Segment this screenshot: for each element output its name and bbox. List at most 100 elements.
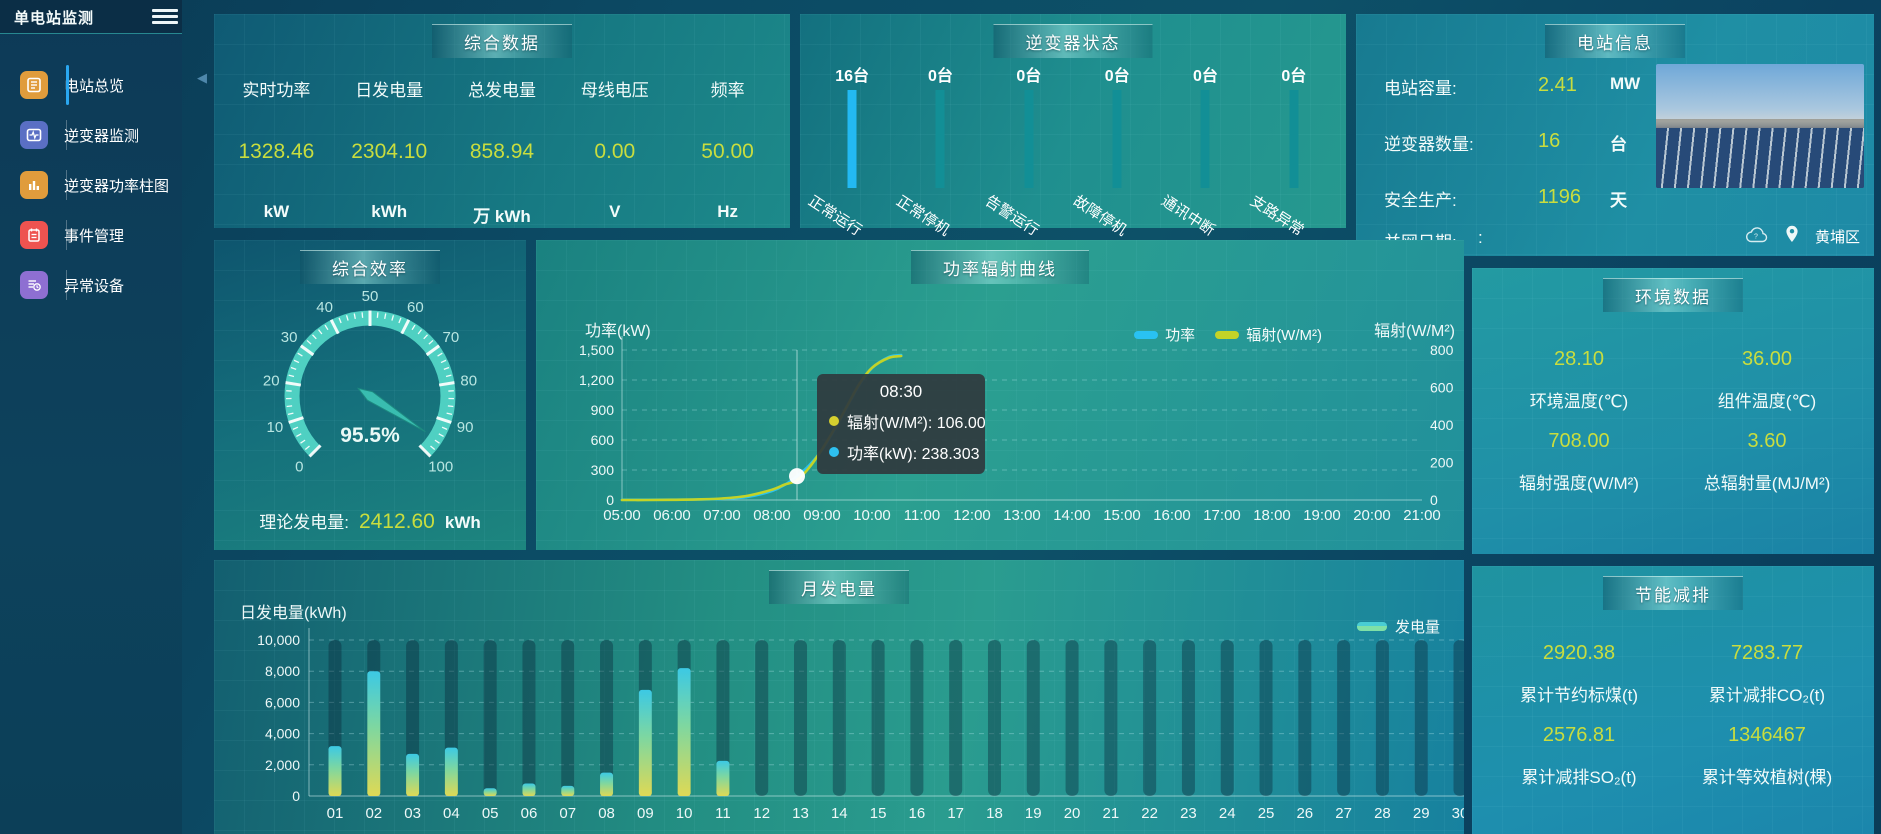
svg-text:09:00: 09:00: [803, 507, 841, 524]
sidebar-collapse-icon[interactable]: ◀: [197, 70, 207, 85]
panel-station-info: 电站信息 电站容量: 2.41 MW 逆变器数量: 16 台 安全生产: 119…: [1356, 14, 1874, 256]
svg-text:2,000: 2,000: [265, 757, 300, 773]
metric-value: 2304.10: [351, 140, 428, 163]
svg-text:4,000: 4,000: [265, 726, 300, 742]
svg-text:18: 18: [986, 805, 1003, 822]
panel-title: 环境数据: [1603, 278, 1743, 312]
sidebar-item-inverter-power-bars[interactable]: 逆变器功率柱图: [0, 160, 182, 210]
weather-icon[interactable]: ?: [1745, 226, 1769, 248]
sidebar-item-label: 逆变器监测: [64, 127, 140, 145]
bar-chart-legend[interactable]: 发电量: [1356, 616, 1440, 637]
svg-text:辐射(W/M²): 辐射(W/M²): [1374, 322, 1455, 340]
sidebar-item-abnormal-devices[interactable]: 异常设备: [0, 260, 182, 310]
svg-text:日发电量(kWh): 日发电量(kWh): [240, 604, 347, 622]
svg-text:17: 17: [947, 805, 964, 822]
theoretical-energy-row: 理论发电量: 2412.60 kWh: [259, 510, 481, 533]
location-pin-icon[interactable]: [1785, 225, 1799, 248]
efficiency-gauge-chart[interactable]: 0 10 20 30 40 50 60 70 80 90 100 95.5%: [245, 278, 495, 502]
monthly-generation-chart[interactable]: 0 2,000 4,000 6,000 8,000 10,000 日发电量(kWh) 01 02…: [214, 560, 1464, 834]
power-radiation-chart[interactable]: 0 300 600 900 1,200 1,500 0 200 400 600 800 05:00 06…: [536, 240, 1464, 550]
panel-power-radiation: 功率辐射曲线 功率 辐射(W/M²) 0 300 600 900 1,200 1,500 0…: [536, 240, 1464, 550]
svg-text:05:00: 05:00: [603, 507, 641, 524]
svg-text:800: 800: [1430, 342, 1454, 358]
svg-text:24: 24: [1219, 805, 1236, 822]
svg-text:80: 80: [460, 372, 477, 389]
svg-text:400: 400: [1430, 417, 1454, 433]
svg-text:07: 07: [559, 805, 576, 822]
sidebar-item-event-management[interactable]: 事件管理: [0, 210, 182, 260]
sidebar-item-station-overview[interactable]: 电站总览: [0, 60, 182, 110]
panel-monthly-generation: 月发电量 发电量 0 2,000 4,000 6,000 8,000 10,000 日发电量…: [214, 560, 1464, 834]
station-location: 黄埔区: [1814, 229, 1860, 246]
svg-text:09: 09: [637, 805, 654, 822]
svg-text:90: 90: [457, 419, 474, 436]
radiation-dot-icon: [829, 416, 839, 426]
svg-text:10: 10: [676, 805, 693, 822]
svg-text:900: 900: [591, 402, 615, 418]
status-bar: [935, 90, 945, 188]
power-dot-icon: [829, 447, 839, 457]
svg-text:30: 30: [1452, 805, 1464, 822]
legend-power[interactable]: 功率: [1134, 324, 1195, 345]
saving-so2: 2576.81 累计减排SO₂(t): [1521, 724, 1637, 787]
svg-text:300: 300: [591, 462, 615, 478]
sidebar-header: 单电站监测: [0, 0, 182, 34]
svg-text:25: 25: [1258, 805, 1275, 822]
svg-text:12: 12: [753, 805, 770, 822]
inverter-monitor-icon: [20, 121, 48, 149]
svg-text:40: 40: [316, 299, 333, 316]
svg-text:600: 600: [591, 432, 615, 448]
saving-coal: 2920.38 累计节约标煤(t): [1519, 642, 1639, 705]
metric-bus-voltage: 母线电压 0.00 V: [558, 14, 671, 228]
legend-radiation[interactable]: 辐射(W/M²): [1215, 324, 1322, 345]
svg-text:13: 13: [792, 805, 809, 822]
status-normal-running: 16台 正常运行: [805, 68, 870, 240]
line-chart-legend[interactable]: 功率 辐射(W/M²): [1134, 324, 1322, 345]
event-icon: [20, 221, 48, 249]
sidebar-item-label: 事件管理: [64, 227, 125, 245]
svg-text:23: 23: [1180, 805, 1197, 822]
station-photo: [1656, 64, 1864, 188]
sidebar-item-label: 电站总览: [64, 77, 125, 95]
sidebar-item-inverter-monitor[interactable]: 逆变器监测: [0, 110, 182, 160]
status-bar: [847, 90, 857, 188]
sidebar-item-label: 逆变器功率柱图: [64, 177, 170, 195]
panel-environment: 环境数据 28.10 环境温度(℃) 36.00 组件温度(℃) 708.00 …: [1472, 268, 1874, 554]
panel-energy-saving: 节能减排 2920.38 累计节约标煤(t) 7283.77 累计减排CO₂(t…: [1472, 566, 1874, 834]
panel-efficiency: 综合效率 0 10 20 30 40 50 60 70 80 90 100 95.5% 理论发电量: …: [214, 240, 526, 550]
power-legend-marker: [1134, 330, 1159, 339]
panel-summary-data: 综合数据 实时功率 1328.46 kW 日发电量 2304.10 kWh 总发…: [214, 14, 790, 228]
overview-icon: [20, 71, 48, 99]
menu-icon[interactable]: [152, 6, 178, 28]
generation-legend-marker: [1356, 622, 1387, 631]
panel-title: 电站信息: [1545, 24, 1685, 58]
svg-text:0: 0: [1430, 492, 1438, 508]
svg-text:0: 0: [295, 459, 303, 476]
svg-text:600: 600: [1430, 380, 1454, 396]
metric-value: 1328.46: [238, 140, 315, 163]
env-ambient-temp: 28.10 环境温度(℃): [1529, 348, 1629, 411]
svg-text:27: 27: [1335, 805, 1352, 822]
svg-text:100: 100: [428, 459, 453, 476]
svg-text:04: 04: [443, 805, 460, 822]
panel-title: 节能减排: [1603, 576, 1743, 610]
svg-text:10: 10: [267, 419, 284, 436]
panel-title: 综合数据: [432, 24, 572, 58]
metric-realtime-power: 实时功率 1328.46 kW: [220, 14, 333, 228]
panel-inverter-status: 逆变器状态 16台 正常运行 0台 正常停机 0台 告警运行 0台 故障停机: [800, 14, 1346, 240]
svg-text:200: 200: [1430, 455, 1454, 471]
sidebar-item-label: 异常设备: [64, 277, 125, 295]
svg-text:28: 28: [1374, 805, 1391, 822]
svg-text:01: 01: [327, 805, 344, 822]
metric-frequency: 频率 50.00 Hz: [671, 14, 784, 228]
svg-text:20: 20: [1064, 805, 1081, 822]
chart-tooltip: 08:30 辐射(W/M²): 106.00 功率(kW): 238.303: [817, 374, 986, 474]
panel-title: 综合效率: [300, 250, 440, 284]
svg-text:6,000: 6,000: [265, 694, 300, 710]
saving-trees: 1346467 累计等效植树(棵): [1701, 724, 1833, 787]
status-bar: [1112, 90, 1122, 188]
svg-text:06:00: 06:00: [653, 507, 691, 524]
svg-text:60: 60: [407, 299, 424, 316]
svg-text:22: 22: [1141, 805, 1158, 822]
svg-text:14:00: 14:00: [1053, 507, 1091, 524]
